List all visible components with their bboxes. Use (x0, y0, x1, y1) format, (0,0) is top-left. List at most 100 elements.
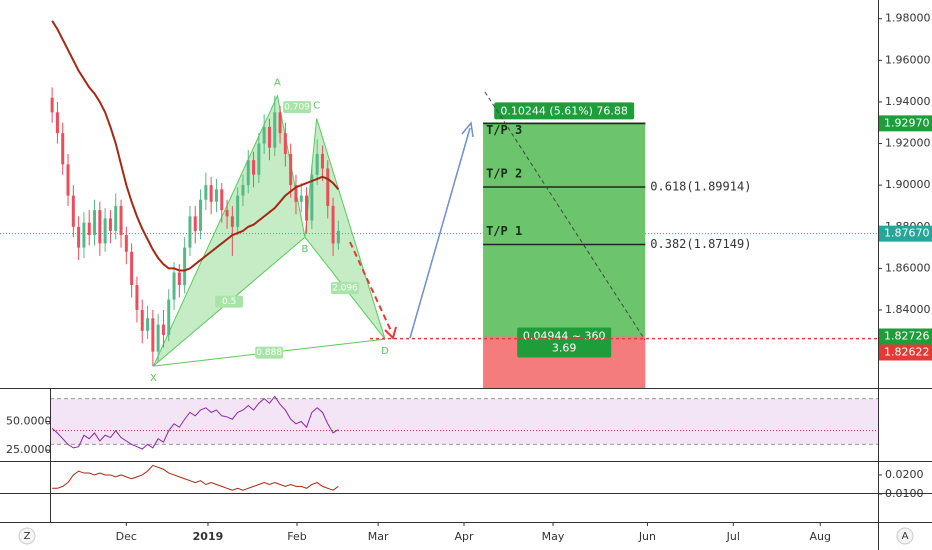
candle-body (283, 133, 287, 154)
candle-body (315, 153, 319, 175)
pattern-point-label: C (313, 101, 320, 112)
level-label: 0.382(1.87149) (650, 237, 751, 251)
ratio-label: 0.709 (284, 103, 310, 113)
candle-body (172, 272, 176, 300)
candle-body (252, 160, 256, 175)
indicator-line (52, 464, 339, 491)
x-tick-label: Feb (287, 530, 306, 543)
candle-body (241, 185, 245, 196)
candle-body (156, 324, 160, 352)
pattern-point-label: X (150, 373, 157, 384)
button-label[interactable]: Z (24, 531, 31, 542)
level-name: T/P 1 (486, 224, 522, 238)
candle-body (289, 153, 293, 186)
ratio-label: 0.888 (256, 348, 282, 358)
entry-text: 0.04944 ~ 360 (523, 329, 606, 342)
candle-body (199, 199, 203, 231)
candle-body (273, 112, 277, 148)
y-tick-label: 1.98000 (885, 12, 931, 25)
toolbar-button[interactable] (896, 527, 914, 545)
plot-layer: Dec 2019 Feb Mar Apr May Jun Jul Aug 1.84000 1.860… (0, 12, 932, 543)
price-label-bg (879, 328, 932, 345)
entry-text-bg (517, 327, 612, 358)
candle-body (331, 205, 335, 244)
rsi-band (50, 398, 878, 445)
pattern-point-label: B (302, 244, 309, 255)
price-label-bg (879, 344, 932, 361)
candle-body (214, 189, 218, 202)
candle-body (204, 185, 208, 200)
candle-body (320, 153, 324, 169)
x-tick-label: Jun (638, 530, 656, 543)
candle-body (262, 126, 266, 144)
candle-body (50, 97, 54, 113)
y-tick-label: 1.92000 (885, 137, 931, 150)
candle-body (220, 189, 224, 211)
y-tick-label: 1.84000 (885, 303, 931, 316)
candle-body (209, 185, 213, 202)
candle-body (167, 299, 171, 335)
candle-body (119, 205, 123, 236)
candle-body (151, 318, 155, 352)
candle-body (77, 226, 81, 248)
x-tick-label: Dec (116, 530, 137, 543)
price-label: 1.82622 (884, 345, 930, 358)
x-tick-label: May (542, 530, 565, 543)
candle-body (267, 126, 271, 148)
candle-body (82, 222, 86, 248)
candle-body (98, 210, 102, 244)
pattern-point-label: D (381, 346, 389, 357)
candle-body (336, 230, 340, 244)
candle-body (299, 195, 303, 202)
candle-body (124, 235, 128, 252)
candle-body (225, 210, 229, 217)
candle-body (177, 272, 181, 286)
candle-body (108, 218, 112, 231)
candle-body (278, 112, 282, 134)
target-text-bg (494, 102, 635, 120)
arrow-head (461, 121, 474, 138)
projection-arrow (349, 241, 393, 334)
price-label: 1.92970 (884, 116, 930, 129)
candle-body (246, 160, 250, 186)
moving-average (51, 20, 340, 272)
target-text: 0.10244 (5.61%) 76.88 (500, 104, 628, 117)
candle-body (87, 222, 91, 236)
candle-body (326, 168, 330, 206)
candle-body (130, 251, 134, 286)
ratio-text: 3.69 (552, 341, 577, 354)
x-tick-label: Aug (809, 530, 830, 543)
candle-body (140, 309, 144, 331)
ratio-label-bg (330, 282, 359, 295)
profit-zone (483, 123, 646, 337)
candle-body (114, 205, 118, 231)
candle-body (55, 112, 59, 134)
y-tick-label: 25.0000 (6, 443, 52, 456)
ratio-label: 2.096 (332, 284, 358, 294)
button-label[interactable]: A (902, 531, 909, 542)
candle-body (193, 216, 197, 231)
level-name: T/P 3 (486, 123, 522, 137)
ratio-label: 0.5 (222, 297, 236, 307)
level-label: 0.618(1.89914) (650, 179, 751, 193)
price-label-bg (879, 115, 932, 132)
candle-body (61, 133, 65, 165)
price-label-bg (879, 225, 932, 242)
candle-body (310, 174, 314, 221)
indicator-line (51, 395, 339, 450)
candle-body (257, 143, 261, 175)
candle-body (103, 218, 107, 244)
ratio-label-bg (283, 101, 312, 114)
y-tick-label: 0.0200 (885, 468, 924, 481)
candle-body (71, 195, 75, 227)
arrow-head (384, 326, 397, 340)
projection-arrow (409, 127, 471, 339)
candle-body (188, 216, 192, 248)
toolbar-button[interactable] (18, 527, 36, 545)
price-label: 1.87670 (884, 227, 930, 240)
ratio-label-bg (255, 346, 284, 359)
level-name: T/P 2 (486, 166, 522, 180)
ratio-label-bg (215, 295, 244, 308)
